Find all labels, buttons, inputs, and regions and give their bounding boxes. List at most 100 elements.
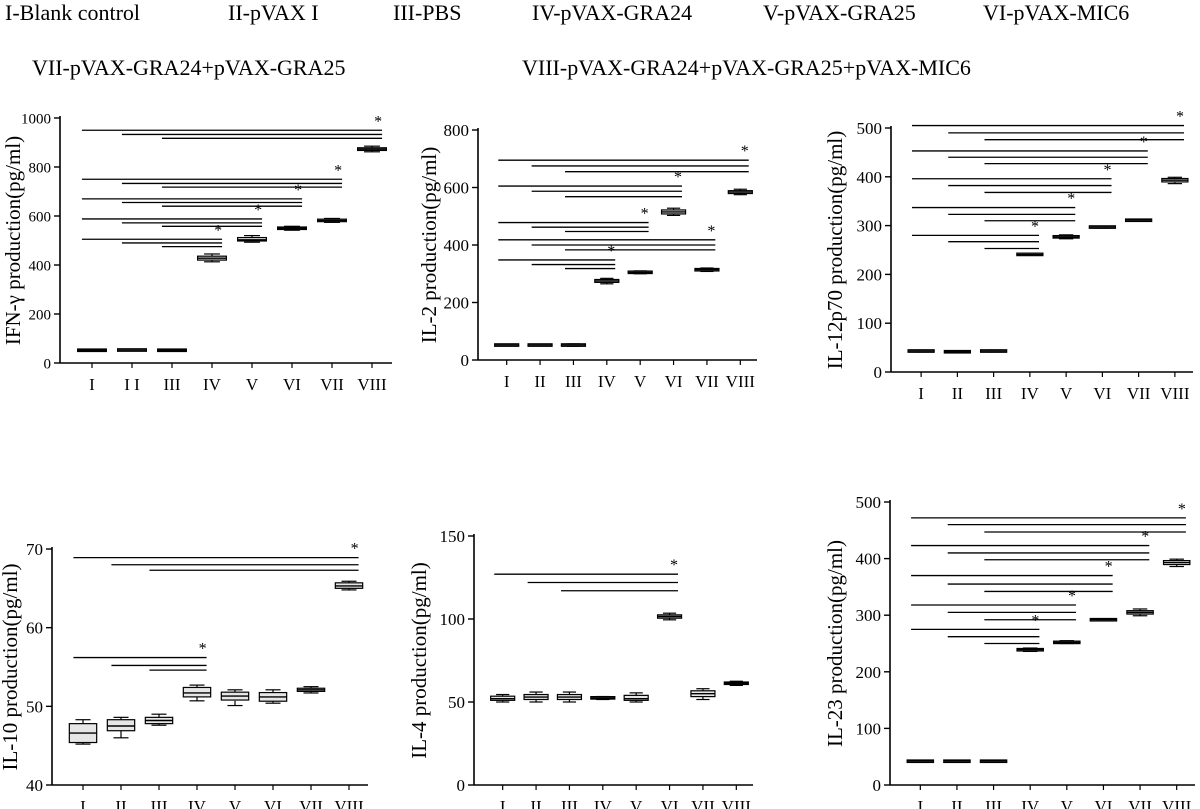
panel-1-sig-3-asterisk: * — [674, 169, 682, 186]
panel-1-x-tick-label-3: IV — [598, 372, 617, 391]
legend-group-IV: IV-pVAX-GRA24 — [532, 0, 693, 25]
panel-3-box-3 — [182, 686, 212, 698]
panel-4-y-tick-label-0: 0 — [457, 776, 466, 795]
panel-2-x-tick-label-5: VI — [1093, 384, 1111, 403]
panel-2-x-tick-label-6: VII — [1127, 384, 1151, 403]
panel-0-sig-0-asterisk: * — [214, 222, 222, 239]
panel-0-y-tick-label-0: 0 — [44, 356, 52, 372]
panel-2-y-axis-label: IL-12p70 production(pg/ml) — [823, 131, 847, 370]
panel-1-sig-4-asterisk: * — [741, 143, 749, 160]
panel-3-y-tick-label-1: 50 — [26, 697, 43, 716]
legend-group-VI: VI-pVAX-MIC6 — [983, 0, 1130, 25]
panel-3-y-tick-label-3: 70 — [26, 540, 43, 559]
panel-2-y-tick-label-3: 300 — [857, 217, 883, 236]
panel-5-y-axis-label: IL-23 production(pg/ml) — [823, 540, 847, 747]
panel-5-sig-1-asterisk: * — [1068, 588, 1076, 605]
panel-0-sig-1-asterisk: * — [254, 202, 262, 219]
panel-0-x-tick-label-6: VII — [320, 375, 344, 394]
panel-0-y-tick-label-2: 400 — [29, 258, 52, 274]
panel-3-x-tick-label-2: III — [151, 797, 168, 809]
panel-1-y-tick-label-0: 0 — [461, 351, 470, 370]
panel-1-y-axis-label: IL-2 production(pg/ml) — [417, 147, 441, 344]
panel-5-sig-0-asterisk: * — [1031, 612, 1039, 629]
panel-1-y-tick-label-2: 400 — [444, 236, 470, 255]
panel-4-x-tick-label-4: V — [630, 797, 643, 809]
panel-4-sig-0-asterisk: * — [670, 557, 678, 574]
panel-2-x-tick-label-3: IV — [1021, 384, 1040, 403]
panel-0-sig-3-asterisk: * — [334, 162, 342, 179]
legend-group-II: II-pVAX I — [228, 0, 319, 25]
panel-5-x-tick-label-5: VI — [1094, 797, 1112, 809]
panel-5-sig-2-asterisk: * — [1105, 559, 1113, 576]
panel-3-x-tick-label-0: I — [80, 797, 86, 809]
panel-3-x-tick-label-5: VI — [264, 797, 282, 809]
panel-2-y-tick-label-4: 400 — [857, 168, 883, 187]
panel-5-x-tick-label-4: V — [1061, 797, 1074, 809]
panel-3-y-tick-label-0: 40 — [26, 776, 43, 795]
panel-5-x-tick-label-6: VII — [1128, 797, 1152, 809]
panel-3-y-tick-label-2: 60 — [26, 619, 43, 638]
panel-0-x-tick-label-5: VI — [283, 375, 301, 394]
panel-2-x-tick-label-4: V — [1060, 384, 1073, 403]
panel-1-y-tick-label-3: 600 — [444, 178, 470, 197]
panel-1-y-tick-label-1: 200 — [444, 293, 470, 312]
panel-5-y-tick-label-1: 100 — [856, 719, 882, 738]
legend-group-III: III-PBS — [393, 0, 462, 25]
panel-5-y-tick-label-4: 400 — [856, 550, 882, 569]
legend-group-I: I-Blank control — [5, 0, 141, 25]
panel-0-sig-4-asterisk: * — [374, 113, 382, 130]
panel-1-x-tick-label-1: II — [534, 372, 546, 391]
panel-5-y-tick-label-3: 300 — [856, 606, 882, 625]
panel-4-y-tick-label-3: 150 — [440, 527, 466, 546]
panel-0-y-tick-label-1: 200 — [29, 307, 52, 323]
panel-4-x-tick-label-3: IV — [594, 797, 613, 809]
panel-0-x-tick-label-3: IV — [203, 375, 222, 394]
panel-0-x-tick-label-0: I — [89, 375, 95, 394]
panel-0-y-tick-label-5: 1000 — [21, 111, 51, 127]
panel-5-x-tick-label-2: III — [985, 797, 1002, 809]
panel-3-sig-0-asterisk: * — [199, 641, 207, 658]
panel-1-x-tick-label-0: I — [504, 372, 510, 391]
panel-3-x-tick-label-4: V — [229, 797, 242, 809]
legend-group-V: V-pVAX-GRA25 — [763, 0, 916, 25]
panel-1-y-tick-label-4: 800 — [444, 121, 470, 140]
legend-group-VII: VII-pVAX-GRA24+pVAX-GRA25 — [32, 55, 346, 80]
legend-group-VIII: VIII-pVAX-GRA24+pVAX-GRA25+pVAX-MIC6 — [522, 55, 971, 80]
panel-1-x-tick-label-5: VI — [665, 372, 683, 391]
panel-4-x-tick-label-5: VI — [661, 797, 679, 809]
panel-0-y-tick-label-4: 800 — [29, 160, 52, 176]
panel-2-x-tick-label-1: II — [952, 384, 964, 403]
panel-4-x-tick-label-7: VIII — [722, 797, 752, 809]
panel-5-x-tick-label-1: II — [951, 797, 963, 809]
panel-0-x-tick-label-2: III — [164, 375, 181, 394]
panel-3-x-tick-label-6: VII — [299, 797, 323, 809]
panel-5-x-tick-label-3: IV — [1021, 797, 1040, 809]
panel-5-x-tick-label-0: I — [917, 797, 923, 809]
panel-2-x-tick-label-7: VIII — [1160, 384, 1190, 403]
panel-3-x-tick-label-7: VIII — [334, 797, 364, 809]
panel-1-sig-2-asterisk: * — [641, 206, 649, 223]
panel-4-box-4 — [623, 694, 649, 701]
panel-5-sig-3-asterisk: * — [1141, 529, 1149, 546]
panel-1-x-tick-label-7: VIII — [726, 372, 756, 391]
panel-2-y-tick-label-2: 200 — [857, 265, 883, 284]
panel-2-sig-2-asterisk: * — [1104, 162, 1112, 179]
panel-0-sig-2-asterisk: * — [294, 182, 302, 199]
panel-2-y-tick-label-0: 0 — [874, 363, 883, 382]
panel-4-x-tick-label-2: III — [561, 797, 578, 809]
panel-1-sig-0-asterisk: * — [607, 243, 615, 260]
panel-0-x-tick-label-1: I I — [124, 375, 140, 394]
panel-5-x-tick-label-7: VIII — [1162, 797, 1192, 809]
panel-3-x-tick-label-1: II — [115, 797, 127, 809]
panel-2-x-tick-label-0: I — [918, 384, 924, 403]
panel-3-box-1 — [106, 719, 136, 732]
panel-5-y-tick-label-5: 500 — [856, 493, 882, 512]
panel-1-x-tick-label-6: VII — [695, 372, 719, 391]
panel-4-x-tick-label-6: VII — [691, 797, 715, 809]
panel-5-y-tick-label-0: 0 — [873, 776, 882, 795]
panel-1-x-tick-label-4: V — [634, 372, 647, 391]
panel-2-sig-4-asterisk: * — [1176, 109, 1184, 126]
panel-4-y-tick-label-2: 100 — [440, 610, 466, 629]
panel-4-x-tick-label-0: I — [500, 797, 506, 809]
